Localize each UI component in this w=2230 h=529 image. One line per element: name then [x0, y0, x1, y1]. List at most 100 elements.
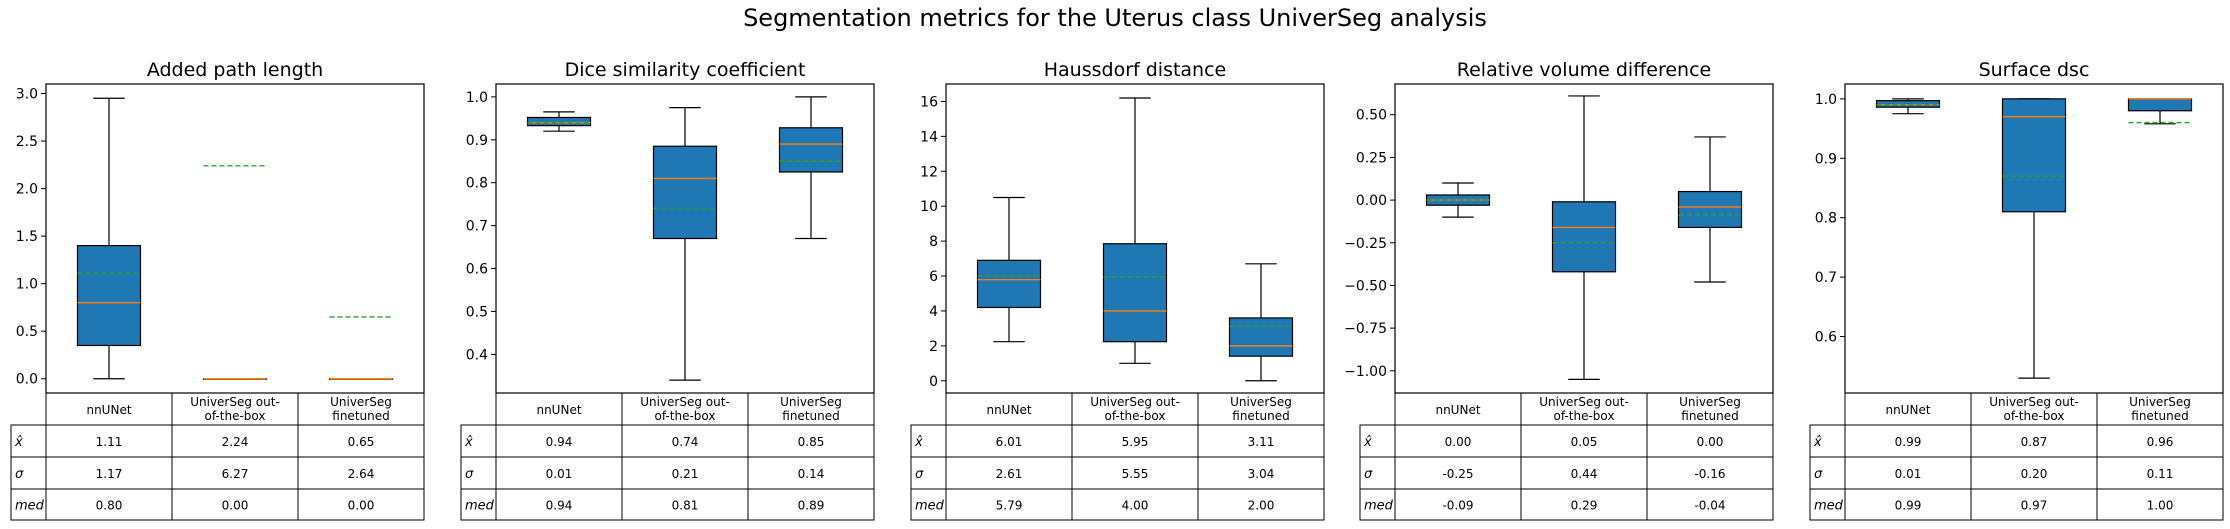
table-cell-value: 0.99	[1895, 435, 1922, 449]
panel-title: Haussdorf distance	[1044, 59, 1227, 81]
column-header-label: nnUNet	[86, 403, 131, 417]
row-label: med	[915, 499, 945, 514]
table-cell-value: 0.00	[1445, 435, 1472, 449]
y-tick-label: 3.0	[16, 87, 38, 103]
y-tick-label: 8	[929, 234, 938, 250]
column-header-label: of-the-box	[655, 409, 716, 423]
box	[2001, 98, 2067, 213]
column-header-label: of-the-box	[1105, 409, 1166, 423]
y-tick-label: 0.8	[466, 176, 488, 192]
table-cell-value: 5.79	[996, 499, 1023, 513]
y-tick-label: 2	[929, 339, 938, 355]
table-cell-value: 0.97	[2021, 499, 2048, 513]
y-tick-label: 10	[920, 199, 938, 215]
row-label: σ	[915, 467, 924, 482]
column-header-label: UniverSeg out-	[1989, 395, 2079, 409]
row-label: x̂	[1363, 435, 1372, 450]
row-label: σ	[1814, 467, 1823, 482]
y-tick-label: 0.00	[1356, 193, 1387, 209]
table-cell-value: 0.44	[1571, 467, 1598, 481]
y-tick-label: −0.75	[1344, 321, 1387, 337]
table-cell-value: 0.14	[798, 467, 825, 481]
table-cell-value: 2.64	[348, 467, 375, 481]
stats-table	[10, 392, 425, 521]
row-label: x̂	[14, 435, 23, 450]
y-tick-label: 0.0	[16, 372, 38, 388]
column-header-label: UniverSeg	[330, 395, 392, 409]
y-tick-label: 0.5	[16, 324, 38, 340]
box	[1551, 201, 1617, 273]
box	[652, 145, 718, 240]
y-tick-label: 6	[929, 269, 938, 285]
column-header-label: UniverSeg out-	[640, 395, 730, 409]
box	[1228, 317, 1294, 357]
panel-title: Dice similarity coefficient	[565, 59, 806, 81]
table-cell-value: 0.94	[546, 499, 573, 513]
table-cell-value: 2.00	[1248, 499, 1275, 513]
table-cell-value: 3.04	[1248, 467, 1275, 481]
table-cell-value: 0.00	[348, 499, 375, 513]
column-header-label: UniverSeg	[1679, 395, 1741, 409]
table-cell-value: 6.27	[222, 467, 249, 481]
box	[976, 259, 1042, 309]
table-cell-value: 0.01	[546, 467, 573, 481]
table-row	[460, 488, 875, 521]
table-cell-value: 0.96	[2147, 435, 2174, 449]
column-header-label: UniverSeg	[1230, 395, 1292, 409]
y-tick-label: 14	[920, 129, 938, 145]
column-header-label: finetuned	[332, 409, 389, 423]
y-tick-label: 2.0	[16, 182, 38, 198]
y-tick-label: 0.6	[466, 262, 488, 278]
row-label: med	[1814, 499, 1844, 514]
table-cell-value: 0.00	[1697, 435, 1724, 449]
box	[76, 245, 142, 347]
box	[1677, 190, 1743, 229]
table-cell-value: 0.65	[348, 435, 375, 449]
column-header-label: finetuned	[1232, 409, 1289, 423]
row-label: med	[15, 499, 45, 514]
y-tick-label: 0.8	[1815, 211, 1837, 227]
y-tick-label: −0.25	[1344, 236, 1387, 252]
column-header-label: finetuned	[1681, 409, 1738, 423]
stats-table	[910, 392, 1325, 521]
row-label: x̂	[464, 435, 473, 450]
box	[1102, 243, 1168, 343]
y-tick-label: 0.9	[1815, 151, 1837, 167]
table-cell-value: 2.24	[222, 435, 249, 449]
table-cell-value: 0.05	[1571, 435, 1598, 449]
figure-title: Segmentation metrics for the Uterus clas…	[743, 4, 1487, 32]
column-header-label: of-the-box	[2004, 409, 2065, 423]
y-tick-label: 0.7	[1815, 270, 1837, 286]
column-header-label: nnUNet	[536, 403, 581, 417]
panel-title: Relative volume difference	[1457, 59, 1711, 81]
table-cell-value: 5.55	[1122, 467, 1149, 481]
y-tick-label: 1.5	[16, 229, 38, 245]
table-row	[1809, 488, 2224, 521]
panel-title: Added path length	[147, 59, 323, 81]
y-tick-label: 2.5	[16, 134, 38, 150]
table-cell-value: 0.74	[672, 435, 699, 449]
column-header-label: UniverSeg out-	[1090, 395, 1180, 409]
column-header-label: finetuned	[2131, 409, 2188, 423]
column-header-label: UniverSeg out-	[1539, 395, 1629, 409]
table-cell-value: 1.11	[96, 435, 123, 449]
box	[778, 127, 844, 173]
y-tick-label: 12	[920, 164, 938, 180]
stats-table	[1359, 392, 1774, 521]
table-cell-value: 0.99	[1895, 499, 1922, 513]
table-cell-value: 0.87	[2021, 435, 2048, 449]
box	[526, 116, 592, 127]
table-cell-value: 2.61	[996, 467, 1023, 481]
row-label: σ	[15, 467, 24, 482]
table-cell-value: 0.94	[546, 435, 573, 449]
table-cell-value: 0.80	[96, 499, 123, 513]
column-header-label: nnUNet	[1435, 403, 1480, 417]
stats-table	[460, 392, 875, 521]
table-cell-value: 0.01	[1895, 467, 1922, 481]
y-tick-label: 0.9	[466, 133, 488, 149]
table-row	[10, 488, 425, 521]
column-header-label: nnUNet	[986, 403, 1031, 417]
column-header-label: UniverSeg	[2129, 395, 2191, 409]
table-cell-value: 0.00	[222, 499, 249, 513]
